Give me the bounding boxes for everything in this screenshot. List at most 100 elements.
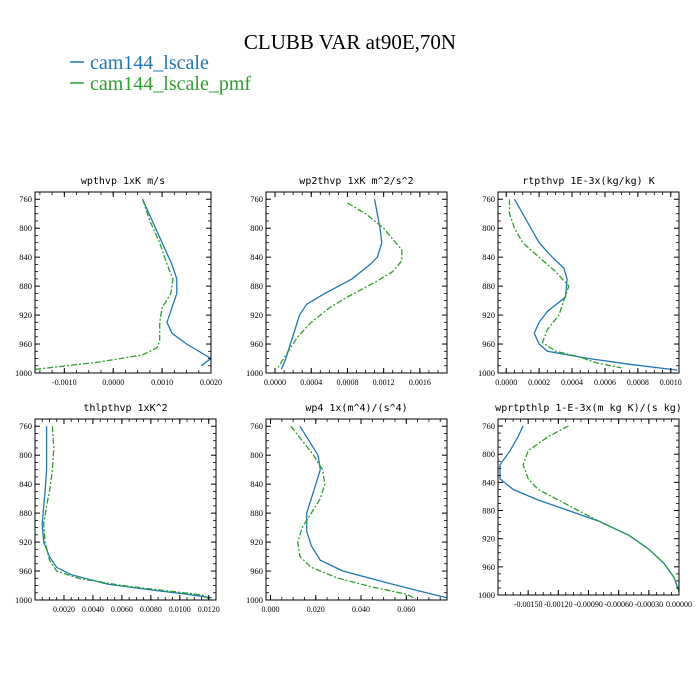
legend: cam144_lscale cam144_lscale_pmf — [70, 52, 251, 95]
panel-title: wprtpthlp 1-E-3x(m kg K)/(s kg) — [495, 403, 682, 414]
y-tick-label: 1000 — [246, 368, 263, 378]
y-tick-label: 1000 — [15, 595, 32, 605]
y-tick-label: 880 — [250, 508, 263, 518]
panel-title: wp2thvp 1xK m^2/s^2 — [299, 176, 413, 187]
y-tick-label: 840 — [482, 477, 495, 487]
plot-frame — [34, 191, 212, 374]
series-line-1 — [41, 426, 212, 599]
plot-frame — [265, 418, 448, 601]
panel-2: wp2thvp 1xK m^2/s^2 760 800 840 880 920 960 100… — [246, 176, 448, 387]
x-tick-label: -0.0010 — [52, 378, 77, 387]
x-tick-label: -0.00120 — [544, 600, 573, 609]
x-tick-label: 0.020 — [307, 605, 325, 614]
series-line-2 — [276, 202, 403, 370]
series-line-1 — [513, 198, 678, 371]
panel-title: thlpthvp 1xK^2 — [83, 403, 167, 414]
y-tick-label: 920 — [19, 310, 32, 320]
y-tick-label: 920 — [19, 537, 32, 547]
y-tick-label: 760 — [19, 194, 32, 204]
panel-title: wpthvp 1xK m/s — [81, 176, 165, 187]
x-tick-label: -0.00090 — [574, 600, 603, 609]
x-tick-label: 0.0008 — [336, 378, 358, 387]
y-tick-label: 760 — [482, 194, 495, 204]
x-tick-label: 0.0120 — [198, 605, 220, 614]
series-line-1 — [142, 198, 211, 367]
y-tick-label: 880 — [250, 281, 263, 291]
plot-frame — [497, 418, 680, 596]
y-tick-label: 840 — [19, 479, 32, 489]
y-tick-label: 1000 — [478, 590, 495, 600]
y-tick-label: 960 — [482, 562, 495, 572]
panel-title: rtpthvp 1E-3x(kg/kg) K — [522, 176, 654, 187]
y-tick-label: 920 — [482, 534, 495, 544]
y-tick-label: 800 — [250, 223, 263, 233]
series-line-1 — [299, 425, 447, 599]
x-tick-label: -0.00150 — [514, 600, 543, 609]
y-tick-label: 800 — [250, 450, 263, 460]
x-tick-label: 0.0010 — [151, 378, 173, 387]
y-tick-label: 760 — [250, 421, 263, 431]
x-tick-label: 0.0000 — [495, 378, 517, 387]
y-tick-label: 880 — [482, 281, 495, 291]
x-tick-label: 0.000 — [262, 605, 280, 614]
legend-label-1: cam144_lscale — [90, 52, 209, 74]
y-tick-label: 960 — [250, 566, 263, 576]
panel-6: wprtpthlp 1-E-3x(m kg K)/(s kg)760 800 840… — [478, 403, 692, 609]
panel-3: rtpthvp 1E-3x(kg/kg) K 760 800 840 880 920 960… — [478, 176, 682, 387]
y-tick-label: 960 — [250, 339, 263, 349]
x-tick-label: 0.0080 — [140, 605, 162, 614]
series-line-1 — [499, 425, 679, 592]
x-tick-label: 0.00000 — [666, 600, 692, 609]
x-tick-label: 0.0012 — [373, 378, 395, 387]
y-tick-label: 920 — [482, 310, 495, 320]
panel-title: wp4 1x(m^4)/(s^4) — [305, 403, 407, 414]
y-tick-label: 840 — [250, 479, 263, 489]
x-tick-label: 0.0000 — [102, 378, 124, 387]
y-tick-label: 800 — [19, 223, 32, 233]
x-tick-label: 0.0016 — [409, 378, 431, 387]
panels-group: wpthvp 1xK m/s 760 800 840 880 920 960 1000 -0.0… — [15, 176, 692, 614]
x-tick-label: -0.00030 — [634, 600, 663, 609]
x-tick-label: 0.0060 — [111, 605, 133, 614]
y-tick-label: 920 — [250, 537, 263, 547]
legend-label-2: cam144_lscale_pmf — [90, 73, 251, 95]
y-tick-label: 840 — [482, 252, 495, 262]
y-tick-label: 1000 — [246, 595, 263, 605]
y-tick-label: 800 — [482, 223, 495, 233]
plot-frame — [34, 418, 217, 601]
x-tick-label: 0.0020 — [200, 378, 222, 387]
y-tick-label: 1000 — [478, 368, 495, 378]
x-tick-label: 0.0002 — [528, 378, 550, 387]
y-tick-label: 1000 — [15, 368, 32, 378]
y-tick-label: 960 — [19, 566, 32, 576]
y-tick-label: 800 — [19, 450, 32, 460]
panel-5: wp4 1x(m^4)/(s^4)76080084088092096010000… — [246, 403, 448, 614]
x-tick-label: 0.0004 — [561, 378, 583, 387]
x-tick-label: 0.0000 — [264, 378, 286, 387]
x-tick-label: 0.040 — [352, 605, 370, 614]
series-line-2 — [290, 425, 416, 600]
x-tick-label: 0.0100 — [169, 605, 191, 614]
y-tick-label: 880 — [19, 508, 32, 518]
x-tick-label: 0.0006 — [594, 378, 616, 387]
y-tick-label: 840 — [250, 252, 263, 262]
y-tick-label: 960 — [482, 339, 495, 349]
y-tick-label: 800 — [482, 449, 495, 459]
series-line-2 — [35, 198, 174, 371]
x-tick-label: 0.0020 — [53, 605, 75, 614]
series-line-2 — [522, 425, 679, 592]
panel-1: wpthvp 1xK m/s 760 800 840 880 920 960 1000 -0.0… — [15, 176, 222, 387]
y-tick-label: 880 — [19, 281, 32, 291]
panel-4: thlpthvp 1xK^2 760 800 840 880 920 960 1000 0.00… — [15, 403, 220, 614]
y-tick-label: 880 — [482, 506, 495, 516]
y-tick-label: 840 — [19, 252, 32, 262]
plot-frame — [265, 191, 448, 374]
x-tick-label: 0.0010 — [660, 378, 682, 387]
y-tick-label: 760 — [19, 421, 32, 431]
figure-title: CLUBB VAR at90E,70N — [244, 30, 456, 54]
x-tick-label: 0.0008 — [627, 378, 649, 387]
y-tick-label: 760 — [482, 421, 495, 431]
y-tick-label: 960 — [19, 339, 32, 349]
x-tick-label: 0.0040 — [82, 605, 104, 614]
